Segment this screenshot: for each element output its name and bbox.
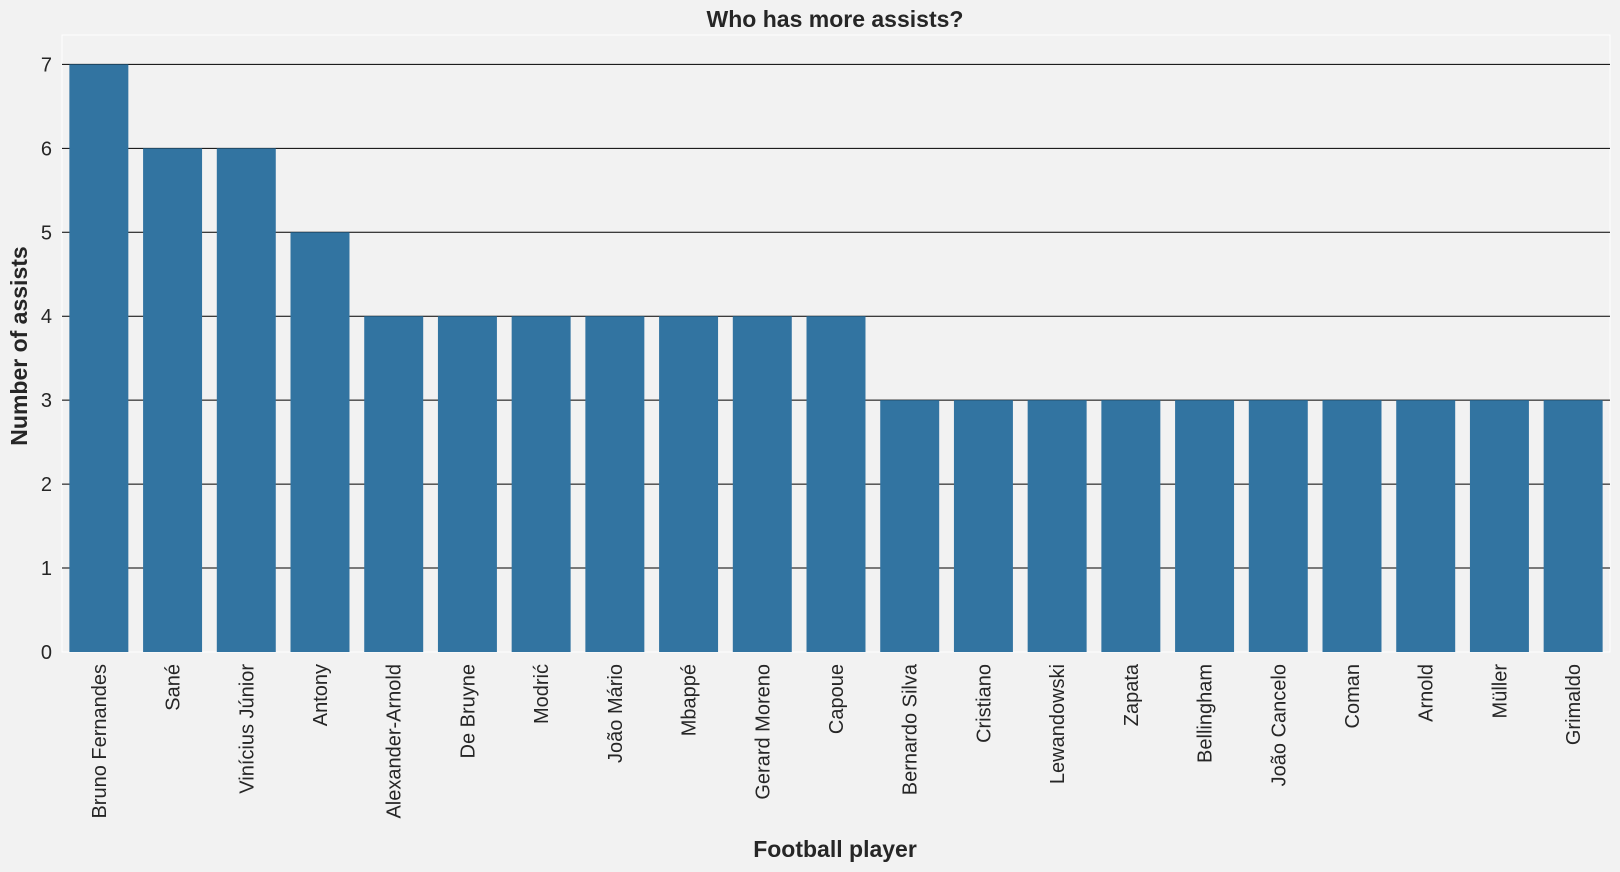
bar bbox=[1543, 400, 1603, 652]
y-tick-label: 4 bbox=[41, 306, 52, 328]
bar bbox=[880, 400, 940, 652]
x-tick-label: Grimaldo bbox=[1563, 664, 1585, 745]
x-tick-label: Bruno Fernandes bbox=[89, 664, 111, 819]
x-tick-label: Vinícius Júnior bbox=[236, 664, 258, 794]
x-tick-label: Bernardo Silva bbox=[900, 663, 922, 795]
x-tick-label: Mbappé bbox=[679, 664, 701, 736]
y-tick-label: 1 bbox=[41, 558, 52, 580]
bar bbox=[511, 316, 571, 652]
y-tick-label: 0 bbox=[41, 642, 52, 664]
x-tick-label: De Bruyne bbox=[457, 664, 479, 759]
x-tick-label: Coman bbox=[1342, 664, 1364, 728]
bar bbox=[437, 316, 497, 652]
bar bbox=[732, 316, 792, 652]
x-tick-label: Sané bbox=[163, 664, 185, 711]
bar bbox=[290, 232, 350, 653]
x-tick-label: João Cancelo bbox=[1268, 664, 1290, 786]
y-tick-label: 3 bbox=[41, 390, 52, 412]
y-tick-label: 2 bbox=[41, 474, 52, 496]
x-tick-label: Alexander-Arnold bbox=[384, 664, 406, 819]
x-tick-label: Cristiano bbox=[973, 664, 995, 743]
y-tick-label: 7 bbox=[41, 54, 52, 76]
bar bbox=[1248, 400, 1308, 652]
chart-title: Who has more assists? bbox=[707, 6, 964, 32]
bar bbox=[806, 316, 866, 652]
bar bbox=[1469, 400, 1529, 652]
bar bbox=[1027, 400, 1087, 652]
x-tick-label: Bellingham bbox=[1195, 664, 1217, 763]
x-tick-label: Lewandowski bbox=[1047, 664, 1069, 784]
x-tick-label: Capoue bbox=[826, 664, 848, 734]
y-axis-label: Number of assists bbox=[6, 246, 32, 445]
bars bbox=[69, 64, 1603, 653]
x-axis-label: Football player bbox=[753, 836, 917, 862]
y-tick-label: 6 bbox=[41, 138, 52, 160]
x-tick-label: Gerard Moreno bbox=[752, 664, 774, 800]
x-tick-label: Antony bbox=[310, 664, 332, 726]
bar bbox=[69, 64, 129, 652]
bar bbox=[659, 316, 719, 652]
x-tick-label: Arnold bbox=[1416, 664, 1438, 722]
x-tick-label: Modrić bbox=[531, 664, 553, 724]
bar bbox=[143, 148, 203, 652]
bar bbox=[216, 148, 276, 652]
bar bbox=[1322, 400, 1382, 652]
x-axis-ticks: Bruno Fernandes Sané Vinícius Júnior Antony… bbox=[89, 663, 1585, 818]
y-axis-ticks: 0 1 2 3 4 5 6 7 bbox=[41, 54, 52, 664]
x-tick-label: João Mário bbox=[605, 664, 627, 763]
bar bbox=[364, 316, 424, 652]
x-tick-label: Zapata bbox=[1121, 663, 1143, 726]
bar bbox=[1396, 400, 1456, 652]
bar bbox=[953, 400, 1013, 652]
x-tick-label: Müller bbox=[1489, 664, 1511, 719]
bar bbox=[1101, 400, 1161, 652]
y-tick-label: 5 bbox=[41, 222, 52, 244]
bar bbox=[1175, 400, 1235, 652]
bar bbox=[585, 316, 645, 652]
